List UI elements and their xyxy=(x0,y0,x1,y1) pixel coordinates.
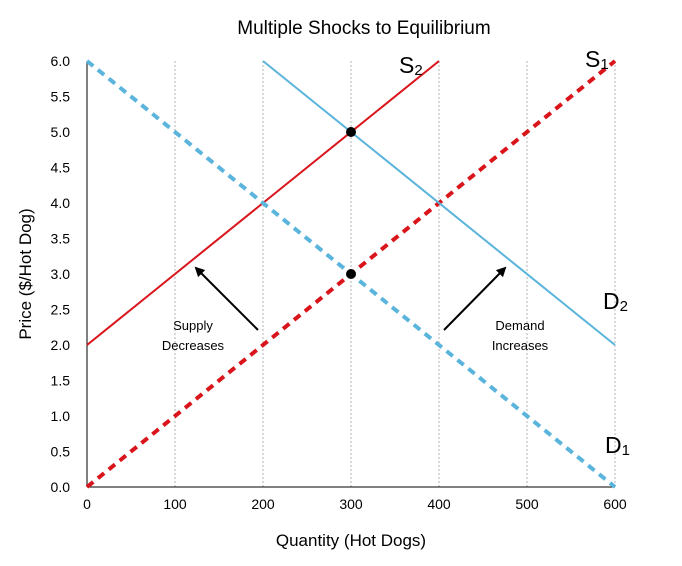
axes xyxy=(86,61,615,488)
curve-label-subscript: 2 xyxy=(620,298,628,315)
y-tick-label: 5.5 xyxy=(51,89,71,105)
curve-label-letter: D xyxy=(603,288,620,314)
y-tick-label: 3.0 xyxy=(51,266,71,282)
curve-label-subscript: 2 xyxy=(414,62,422,79)
equilibrium-points xyxy=(346,127,356,279)
annotation-arrow xyxy=(194,266,259,331)
x-tick-label: 300 xyxy=(339,496,363,512)
y-tick-label: 0.5 xyxy=(51,444,71,460)
curve-label-s2: S2 xyxy=(399,52,423,79)
curve-label-letter: D xyxy=(605,432,622,458)
x-tick-label: 200 xyxy=(251,496,275,512)
x-tick-label: 400 xyxy=(427,496,451,512)
tick-labels: 0 100 200 300 400 500 600 0.0 0.5 1.0 1.5 2.0 2.5 3.0… xyxy=(51,53,627,512)
curve-label-d2: D2 xyxy=(603,288,628,315)
annotation-text: Decreases xyxy=(162,338,225,353)
annotation-text: Increases xyxy=(492,338,549,353)
chart-title: Multiple Shocks to Equilibrium xyxy=(237,18,490,39)
y-tick-label: 5.0 xyxy=(51,124,71,140)
curve-label-subscript: 1 xyxy=(622,442,630,459)
y-tick-label: 4.0 xyxy=(51,195,71,211)
x-tick-label: 600 xyxy=(603,496,627,512)
y-tick-label: 1.5 xyxy=(51,373,71,389)
curve-label-letter: S xyxy=(585,46,600,72)
y-axis-title: Price ($/Hot Dog) xyxy=(16,208,35,339)
x-tick-label: 500 xyxy=(515,496,539,512)
y-tick-label: 4.5 xyxy=(51,160,71,176)
curve-label-subscript: 1 xyxy=(600,56,608,73)
curve-d2 xyxy=(262,60,616,346)
curve-label-s1: S1 xyxy=(585,46,609,73)
x-tick-label: 0 xyxy=(83,496,91,512)
y-tick-label: 1.0 xyxy=(51,408,71,424)
y-tick-label: 2.5 xyxy=(51,302,71,318)
annotations: Supply Decreases Demand Increases xyxy=(162,266,549,353)
y-tick-label: 3.5 xyxy=(51,231,71,247)
annotation-arrow xyxy=(443,266,507,331)
y-tick-label: 6.0 xyxy=(51,53,71,69)
curve-label-d1: D1 xyxy=(605,432,630,459)
x-tick-label: 100 xyxy=(163,496,187,512)
grid xyxy=(174,61,616,487)
annotation-text: Supply xyxy=(173,318,213,333)
curve-label-letter: S xyxy=(399,52,414,78)
y-tick-label: 0.0 xyxy=(51,479,71,495)
equilibrium-point xyxy=(346,269,356,279)
annotation-text: Demand xyxy=(495,318,544,333)
y-tick-label: 2.0 xyxy=(51,337,71,353)
x-axis-title: Quantity (Hot Dogs) xyxy=(276,531,426,550)
equilibrium-point xyxy=(346,127,356,137)
